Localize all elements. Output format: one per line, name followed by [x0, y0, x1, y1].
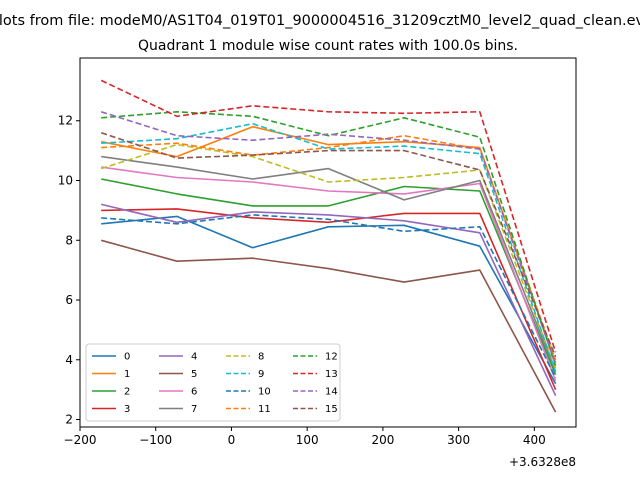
y-axis-ticks: 2 4 6 8 10 12 — [58, 114, 80, 427]
legend-label-1: 1 — [124, 369, 130, 380]
x-tick-label: 200 — [371, 433, 394, 447]
legend-label-12: 12 — [325, 352, 338, 363]
legend-label-3: 3 — [124, 404, 130, 415]
figure-suptitle: Plots from file: modeM0/AS1T04_019T01_90… — [0, 13, 640, 29]
series-line-7 — [101, 155, 557, 372]
chart-title: Quadrant 1 module wise count rates with … — [138, 38, 518, 54]
y-tick-label: 8 — [65, 233, 73, 247]
y-tick-label: 12 — [58, 114, 73, 128]
series-line-1 — [101, 125, 557, 364]
x-tick-label: 400 — [523, 433, 546, 447]
series-line-5 — [100, 239, 557, 413]
series-line-12 — [101, 111, 557, 366]
legend-label-5: 5 — [191, 369, 197, 380]
series-line-3 — [101, 208, 557, 391]
series-line-10 — [101, 214, 557, 379]
y-tick-label: 4 — [65, 353, 73, 367]
series-line-2 — [101, 178, 557, 376]
legend-label-7: 7 — [191, 404, 197, 415]
legend-label-8: 8 — [258, 352, 264, 363]
legend-label-2: 2 — [124, 387, 130, 398]
x-tick-label: −100 — [139, 433, 172, 447]
legend-label-0: 0 — [124, 352, 130, 363]
x-tick-label: −200 — [64, 433, 97, 447]
legend-box — [85, 343, 341, 422]
y-tick-label: 10 — [58, 174, 73, 188]
series-line-14 — [100, 111, 557, 365]
legend-label-9: 9 — [258, 369, 264, 380]
series-line-9 — [101, 122, 557, 372]
legend-label-14: 14 — [325, 387, 338, 398]
series-line-4 — [101, 203, 557, 396]
x-axis-ticks: −200 −100 0 100 200 300 400 — [64, 427, 546, 447]
axes-frame — [79, 57, 577, 428]
series-lines — [100, 79, 557, 413]
legend-label-6: 6 — [191, 387, 197, 398]
legend-label-15: 15 — [325, 404, 338, 415]
legend-label-4: 4 — [191, 352, 197, 363]
x-tick-label: 100 — [296, 433, 319, 447]
plot-area: −200 −100 0 100 200 300 4002468101201234567891… — [58, 57, 577, 447]
x-tick-label: 0 — [228, 433, 236, 447]
y-tick-label: 6 — [65, 293, 73, 307]
legend-label-10: 10 — [258, 387, 271, 398]
legend-label-11: 11 — [258, 404, 271, 415]
x-tick-label: 300 — [447, 433, 470, 447]
series-line-6 — [101, 166, 557, 381]
series-line-8 — [100, 143, 557, 369]
x-offset-label: +3.6328e8 — [509, 455, 576, 469]
y-tick-label: 2 — [65, 413, 73, 427]
series-line-0 — [101, 215, 557, 385]
legend-label-13: 13 — [325, 369, 338, 380]
series-line-13 — [100, 79, 557, 353]
